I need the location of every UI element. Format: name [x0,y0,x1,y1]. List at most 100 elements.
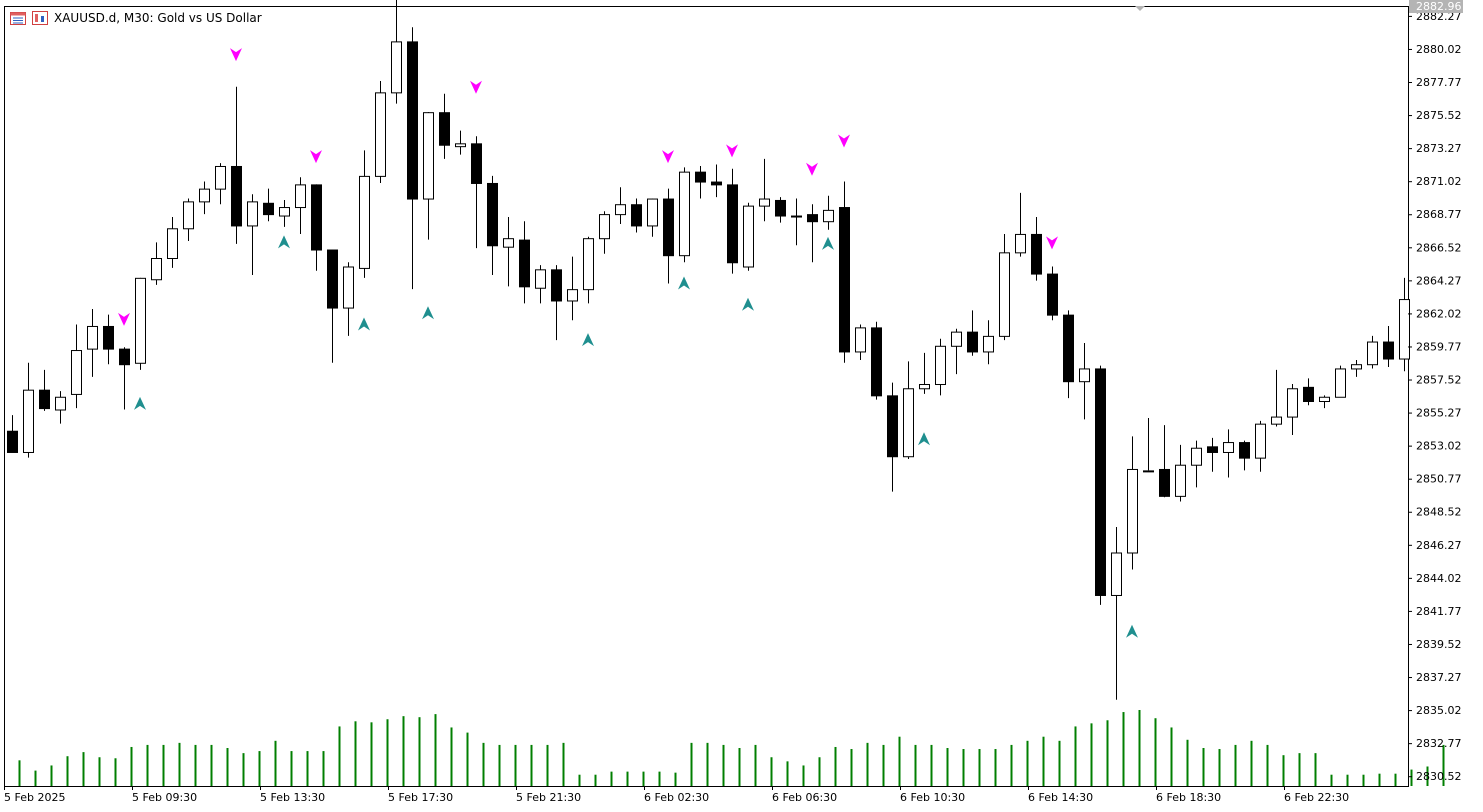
candle-bullish [1015,233,1026,254]
buy-signal-arrow [134,396,146,410]
candle-bullish [567,289,578,302]
candle-bullish [151,258,162,281]
candle-bullish [1191,447,1202,466]
price-axis: 2882.27 2880.02 2877.77 2875.52 2873.27 2871.… [1408,0,1463,783]
candle-bullish [1079,368,1090,383]
candle-bearish [263,202,274,216]
chart-window-icon [10,12,26,25]
time-tick-label: 6 Feb 22:30 [1284,791,1349,804]
candle-bearish [1239,442,1250,459]
sell-signal-arrow [806,162,818,176]
candle-bearish [775,199,786,217]
candle-bearish [631,204,642,227]
candle-bullish [359,175,370,269]
time-tick-label: 5 Feb 13:30 [260,791,325,804]
price-tick-label: 2866.52 [1416,241,1462,254]
candle-bullish [903,388,914,458]
sell-signal-arrow [726,144,738,158]
candle-bearish [727,184,738,264]
candle-bullish [295,184,306,209]
buy-signal-arrow [358,317,370,331]
sell-signal-arrow [470,80,482,94]
price-tick-label: 2868.77 [1416,208,1462,221]
candle-bullish [1335,368,1346,398]
candle-bearish [695,171,706,183]
candle-bullish [1271,416,1282,425]
sell-signal-arrow [838,134,850,148]
candle-bullish [647,198,658,227]
chart-frame [4,6,1409,787]
candle-bearish [7,430,18,453]
candle-bearish [1159,468,1170,497]
candle-bearish [1095,368,1106,596]
candle-bullish [23,389,34,453]
time-tick-label: 6 Feb 02:30 [644,791,709,804]
candle-bullish [1127,468,1138,554]
candle-bearish [1383,341,1394,360]
candle-bearish [311,184,322,251]
candle-bullish [71,350,82,395]
time-tick-label: 6 Feb 10:30 [900,791,965,804]
candle-bullish [455,143,466,148]
price-tick-label: 2875.52 [1416,109,1462,122]
price-tick-label: 2862.02 [1416,307,1462,320]
candles [7,0,1410,700]
candle-bullish [1319,396,1330,403]
price-tick-label: 2846.27 [1416,539,1462,552]
candle-bearish [439,112,450,146]
candle-bullish [423,112,434,200]
candle-bullish [759,198,770,207]
candle-bullish [983,335,994,353]
price-tick-label: 2882.27 [1416,10,1462,23]
price-tick-label: 2873.27 [1416,142,1462,155]
candle-bullish [1399,299,1410,360]
price-tick-label: 2837.27 [1416,671,1462,684]
price-tick-label: 2855.27 [1416,407,1462,420]
candle-bullish [823,209,834,223]
buy-signal-arrow [1126,624,1138,638]
candle-bearish [519,239,530,288]
candle-bearish [119,348,130,366]
price-tick-label: 2839.52 [1416,638,1462,651]
price-tick-label: 2841.77 [1416,605,1462,618]
candle-bullish [1143,470,1154,473]
candle-bullish [167,228,178,260]
candle-bearish [1063,314,1074,383]
price-tick-label: 2857.52 [1416,374,1462,387]
sell-signal-arrow [310,150,322,164]
price-tick-label: 2830.52 [1416,770,1462,783]
price-tick-label: 2850.77 [1416,473,1462,486]
candle-bearish [1031,233,1042,275]
candle-bearish [1303,386,1314,403]
candle-bearish [471,143,482,184]
time-tick-label: 5 Feb 21:30 [516,791,581,804]
candle-bearish [1207,446,1218,453]
candle-bearish [231,165,242,227]
candle-bullish [55,396,66,411]
candle-bearish [967,331,978,353]
candle-bullish [343,266,354,309]
candle-bullish [583,238,594,291]
candle-bearish [839,207,850,353]
candle-bullish [615,204,626,216]
price-tick-label: 2848.52 [1416,506,1462,519]
candle-bullish [1367,341,1378,366]
candle-bullish [743,205,754,268]
candle-bullish [679,171,690,257]
candle-bearish [39,389,50,410]
candle-bearish [551,269,562,302]
chart-title-bar: XAUUSD.d, M30: Gold vs US Dollar [10,10,262,26]
candle-bullish [247,201,258,227]
candle-bearish [871,327,882,397]
buy-signal-arrow [918,432,930,446]
candle-bullish [935,345,946,386]
buy-signal-arrow [742,297,754,311]
candle-bullish [1287,388,1298,418]
candle-bullish [919,384,930,390]
current-price-badge [1409,0,1463,13]
candle-bearish [887,395,898,458]
sell-signal-arrow [1046,236,1058,250]
price-tick-label: 2877.77 [1416,76,1462,89]
